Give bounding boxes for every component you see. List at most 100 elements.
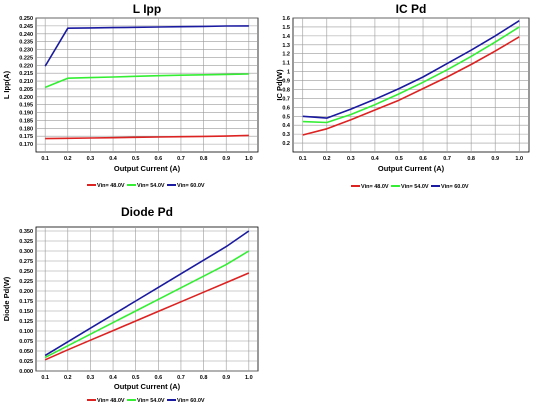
x-axis-label: Output Current (A) [378,164,445,173]
y-tick-label: 1.4 [282,34,291,40]
y-tick-label: 0.210 [19,79,33,85]
y-tick-label: 0.050 [19,349,33,355]
y-tick-label: 0.125 [19,319,33,325]
y-tick-label: 0.175 [19,299,33,305]
x-tick-label: 0.6 [419,156,427,162]
chart-title: IC Pd [396,2,427,16]
x-tick-label: 0.9 [222,156,230,162]
y-tick-label: 1.5 [282,25,290,31]
y-tick-label: 0.220 [19,63,33,69]
x-tick-label: 0.2 [64,156,72,162]
y-tick-label: 0.025 [19,359,33,365]
y-tick-label: 0.170 [19,142,33,148]
x-tick-label: 0.7 [177,375,185,381]
x-tick-label: 0.8 [200,156,208,162]
y-tick-label: 0.200 [19,95,33,101]
x-tick-label: 0.7 [177,156,185,162]
legend-label: Vin= 60.0V [177,183,205,189]
chart-ic-pd: IC Pd 0.1 0.2 0.3 0.4 0.5 0.6 0.7 0.8 0.9 1.0 0.2 0.… [275,2,530,190]
y-tick-label: 0.2 [282,141,290,147]
x-tick-label: 0.1 [299,156,307,162]
plot-area [292,17,530,153]
chart-title: Diode Pd [121,205,173,219]
legend-label: Vin= 48.0V [97,398,125,404]
x-tick-label: 0.1 [41,156,49,162]
x-tick-label: 1.0 [245,156,253,162]
y-tick-label: 0.5 [282,114,290,120]
y-tick-label: 0.7 [282,96,290,102]
chart-diode-pd: Diode Pd 0.1 0.2 0.3 0.4 0.5 0.6 0.7 0.8 0.9 1.0 0.… [2,205,259,404]
series-line-vin-48-0v [45,134,249,140]
y-tick-label: 1.2 [282,52,290,58]
x-tick-label: 0.4 [371,156,380,162]
x-tick-label: 0.2 [64,375,72,381]
y-tick-label: 0.225 [19,279,33,285]
y-tick-label: 0.3 [282,132,290,138]
x-tick-label: 0.3 [87,156,95,162]
y-tick-label: 0.000 [19,369,33,375]
series-line-vin-60-0v [44,25,249,67]
legend-label: Vin= 48.0V [361,184,389,190]
x-axis-label: Output Current (A) [114,164,181,173]
x-tick-label: 1.0 [515,156,523,162]
x-tick-label: 0.9 [222,375,230,381]
x-tick-label: 0.5 [132,375,140,381]
y-tick-label: 0.245 [19,24,33,30]
series-line-vin-60-0v [302,20,520,119]
y-axis-label: Diode Pd(W) [2,276,11,321]
y-tick-label: 0.325 [19,239,33,245]
chart-panel-ic-pd: IC Pd 0.1 0.2 0.3 0.4 0.5 0.6 0.7 0.8 0.9 1.0 0.2 0.… [275,0,547,200]
legend-label: Vin= 54.0V [137,398,165,404]
series-line-vin-54-0v [44,250,250,359]
x-tick-label: 0.7 [443,156,451,162]
x-tick-label: 0.4 [109,156,118,162]
y-tick-label: 1.6 [282,16,290,22]
x-tick-label: 0.6 [154,156,162,162]
y-tick-label: 0.195 [19,103,33,109]
x-axis-label: Output Current (A) [114,382,181,391]
y-tick-label: 1.1 [282,61,290,67]
x-tick-label: 0.2 [323,156,331,162]
x-tick-label: 0.1 [41,375,49,381]
y-tick-label: 1.3 [282,43,290,49]
y-tick-label: 0.350 [19,229,33,235]
y-tick-label: 0.205 [19,87,33,93]
legend-label: Vin= 60.0V [177,398,205,404]
y-tick-label: 0.190 [19,111,33,117]
y-tick-label: 0.180 [19,126,33,132]
chart-panel-l-ipp: L Ipp 0.1 0.2 0.3 0.4 0.5 0.6 0.7 0.8 0.9 1.0 0.170… [0,0,272,200]
y-tick-label: 0.225 [19,55,33,61]
y-tick-label: 0.275 [19,259,33,265]
series-line-vin-54-0v [302,26,520,124]
x-tick-label: 0.3 [87,375,95,381]
chart-l-ipp: L Ipp 0.1 0.2 0.3 0.4 0.5 0.6 0.7 0.8 0.9 1.0 0.170… [2,2,259,189]
y-tick-label: 0.200 [19,289,33,295]
chart-panel-diode-pd: Diode Pd 0.1 0.2 0.3 0.4 0.5 0.6 0.7 0.8 0.9 1.0 0.… [0,203,272,407]
y-tick-label: 0.250 [19,269,33,275]
y-tick-label: 0.100 [19,329,33,335]
y-axis-label: IC Pd(W) [275,69,284,101]
y-tick-label: 0.175 [19,134,33,140]
x-tick-label: 0.6 [154,375,162,381]
y-tick-label: 0.150 [19,309,33,315]
y-tick-label: 0.250 [19,16,33,22]
x-tick-label: 0.9 [491,156,499,162]
legend-label: Vin= 48.0V [97,183,125,189]
x-tick-label: 0.3 [347,156,355,162]
y-tick-label: 0.240 [19,32,33,38]
series-line-vin-48-0v [302,36,520,136]
x-tick-label: 0.5 [132,156,140,162]
x-tick-label: 0.8 [467,156,475,162]
y-tick-label: 0.6 [282,105,290,111]
y-tick-label: 0.075 [19,339,33,345]
x-tick-label: 0.4 [109,375,118,381]
y-tick-label: 0.230 [19,48,33,54]
y-tick-label: 0.4 [282,123,291,129]
chart-title: L Ipp [133,2,161,16]
y-tick-label: 0.8 [282,87,290,93]
x-tick-label: 0.8 [200,375,208,381]
plot-area [35,17,259,153]
y-tick-label: 1 [287,70,290,76]
series-line-vin-48-0v [44,272,250,361]
series-line-vin-60-0v [44,230,250,357]
